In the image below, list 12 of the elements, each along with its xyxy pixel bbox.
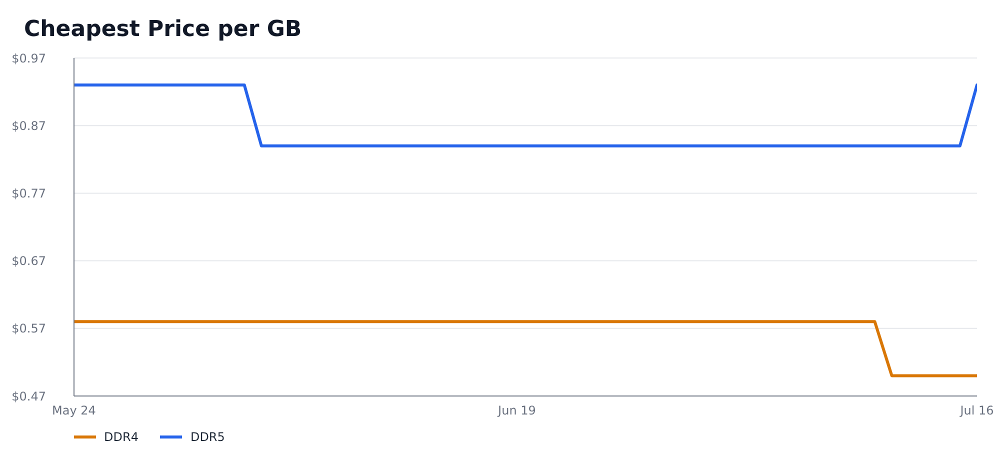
y-tick-label: $0.77 [12,186,46,200]
y-tick-label: $0.87 [12,118,46,133]
legend-label: DDR5 [190,430,225,444]
y-tick-label: $0.57 [12,322,46,336]
x-tick-label: Jul 16 [959,404,994,418]
y-tick-label: $0.97 [12,51,46,66]
x-tick-label: May 24 [52,404,96,418]
y-tick-label: $0.67 [12,254,46,268]
x-tick-label: Jun 19 [497,404,536,418]
y-tick-label: $0.47 [12,389,46,404]
legend-label: DDR4 [104,430,138,444]
chart-title: Cheapest Price per GB [24,17,302,43]
